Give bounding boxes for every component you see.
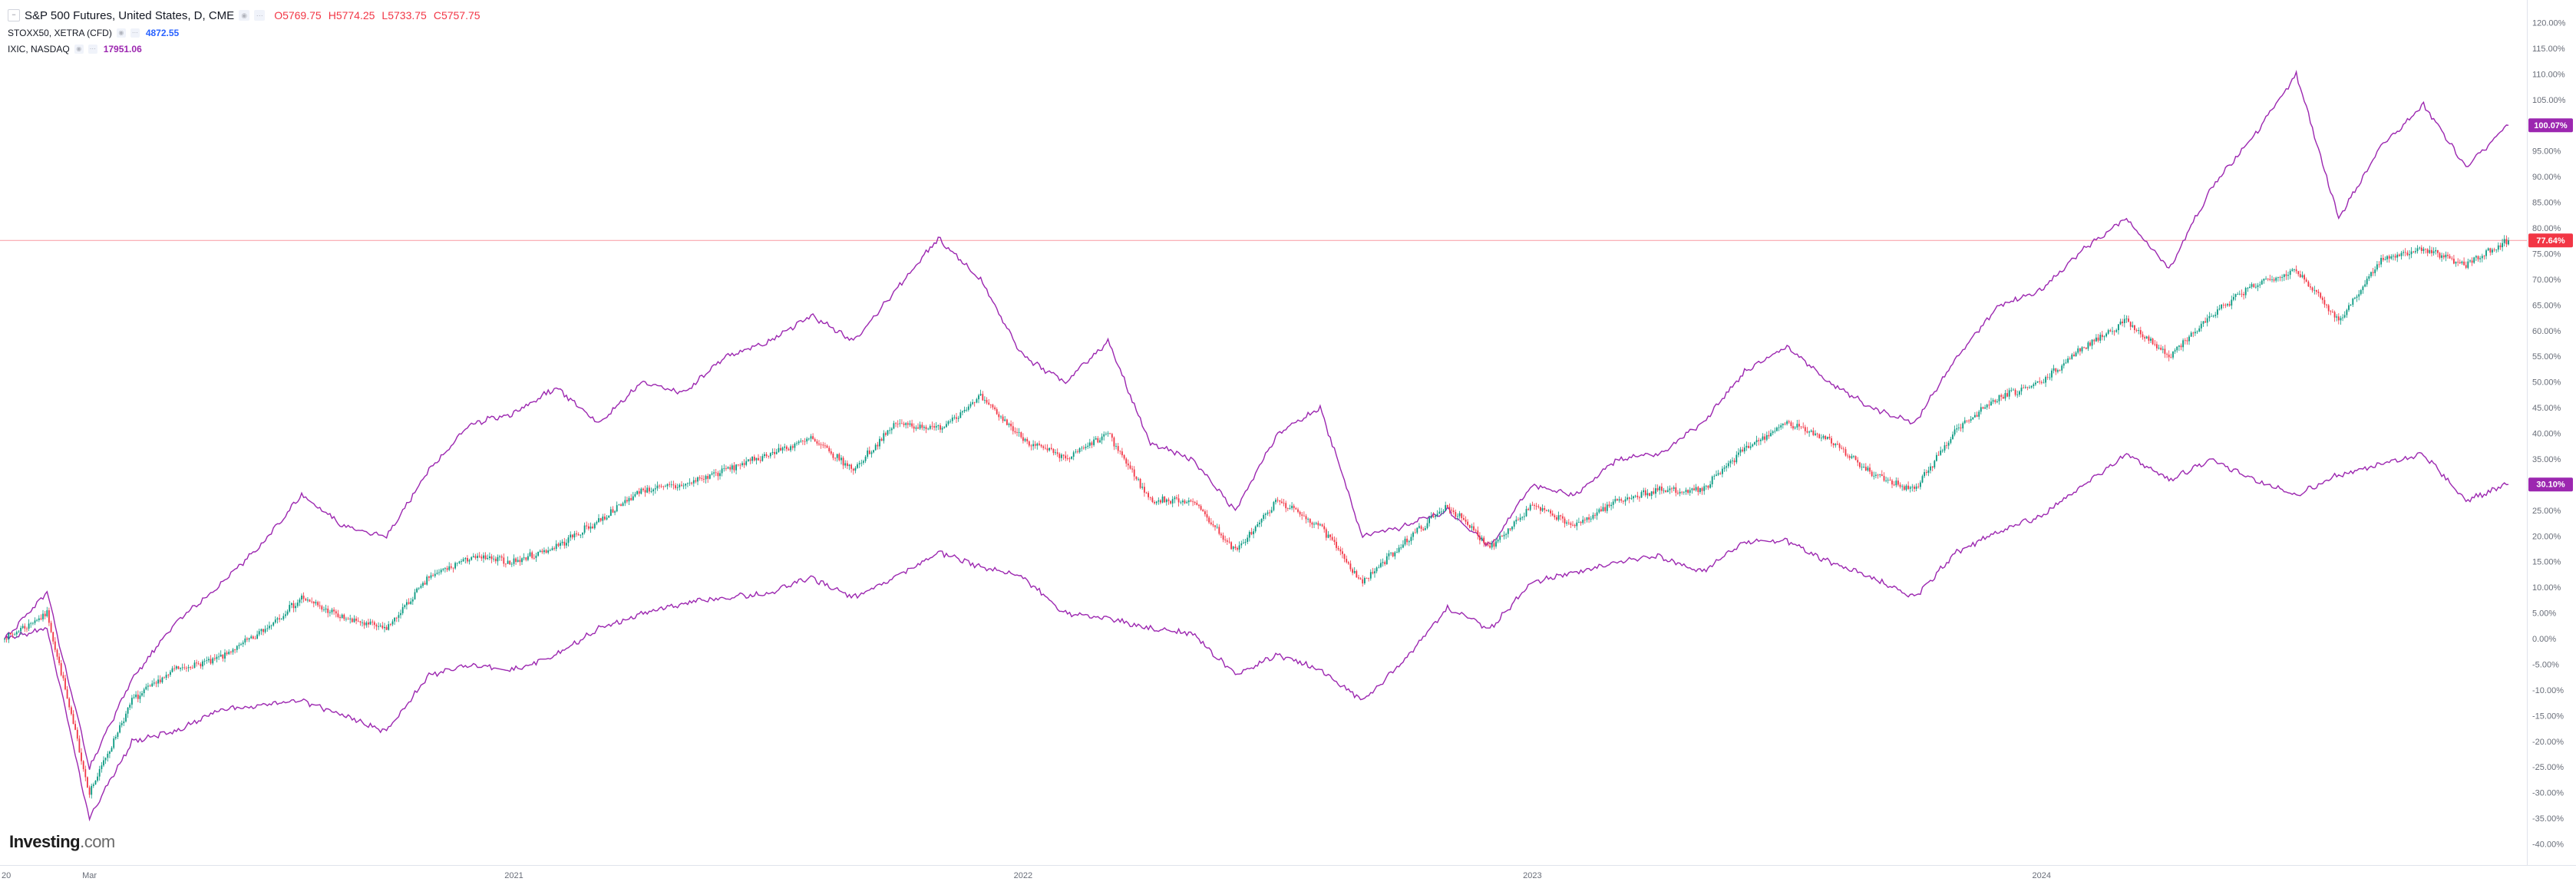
svg-text:45.00%: 45.00% xyxy=(2532,404,2561,413)
svg-text:10.00%: 10.00% xyxy=(2532,583,2561,593)
svg-text:-10.00%: -10.00% xyxy=(2532,686,2564,695)
svg-text:75.00%: 75.00% xyxy=(2532,249,2561,259)
svg-text:85.00%: 85.00% xyxy=(2532,199,2561,208)
svg-text:-15.00%: -15.00% xyxy=(2532,712,2564,721)
svg-text:115.00%: 115.00% xyxy=(2532,45,2565,54)
svg-text:55.00%: 55.00% xyxy=(2532,352,2561,362)
svg-text:95.00%: 95.00% xyxy=(2532,147,2561,157)
low-value: 5733.75 xyxy=(388,9,427,21)
svg-text:100.07%: 100.07% xyxy=(2534,121,2568,130)
close-label: C xyxy=(433,9,441,21)
svg-text:65.00%: 65.00% xyxy=(2532,301,2561,310)
time-axis[interactable]: 20 Mar 2021 2022 2023 2024 xyxy=(2,871,2051,880)
svg-text:20.00%: 20.00% xyxy=(2532,532,2561,541)
watermark-brand: Investing xyxy=(9,832,81,851)
svg-text:Mar: Mar xyxy=(82,871,97,880)
svg-text:90.00%: 90.00% xyxy=(2532,173,2561,182)
svg-text:80.00%: 80.00% xyxy=(2532,224,2561,233)
more-icon[interactable]: ⋯ xyxy=(88,44,97,54)
svg-text:35.00%: 35.00% xyxy=(2532,455,2561,464)
svg-text:2021: 2021 xyxy=(504,871,523,880)
eye-icon[interactable]: ◉ xyxy=(74,44,84,54)
svg-text:70.00%: 70.00% xyxy=(2532,276,2561,285)
overlay-row-stoxx50[interactable]: STOXX50, XETRA (CFD) ◉ ⋯ 4872.55 xyxy=(8,25,481,41)
price-badge: 100.07% xyxy=(2528,118,2573,133)
symbol-title[interactable]: S&P 500 Futures, United States, D, CME xyxy=(25,8,235,22)
overlay-name[interactable]: STOXX50, XETRA (CFD) xyxy=(8,27,112,38)
svg-text:25.00%: 25.00% xyxy=(2532,507,2561,516)
svg-text:120.00%: 120.00% xyxy=(2532,19,2566,28)
ohlc-values: O5769.75 H5774.25 L5733.75 C5757.75 xyxy=(274,9,480,21)
overlay-value: 4872.55 xyxy=(145,27,180,38)
svg-text:40.00%: 40.00% xyxy=(2532,430,2561,439)
low-label: L xyxy=(381,9,388,21)
high-label: H xyxy=(328,9,336,21)
candlestick-series xyxy=(4,235,2509,799)
price-badge: 30.10% xyxy=(2528,477,2573,492)
high-value: 5774.25 xyxy=(335,9,375,21)
svg-text:2022: 2022 xyxy=(1014,871,1032,880)
eye-icon[interactable]: ◉ xyxy=(239,10,250,21)
overlay-line xyxy=(4,451,2509,822)
svg-text:5.00%: 5.00% xyxy=(2532,609,2556,619)
open-value: 5769.75 xyxy=(282,9,322,21)
more-icon[interactable]: ⋯ xyxy=(130,28,140,38)
open-label: O xyxy=(274,9,283,21)
overlay-line xyxy=(4,69,2509,770)
overlay-value: 17951.06 xyxy=(103,43,142,54)
investing-watermark: Investing.com xyxy=(9,832,115,852)
svg-text:110.00%: 110.00% xyxy=(2532,70,2565,79)
watermark-suffix: .com xyxy=(80,832,115,851)
svg-text:-25.00%: -25.00% xyxy=(2532,763,2564,772)
svg-text:-40.00%: -40.00% xyxy=(2532,840,2564,850)
overlay-row-ixic[interactable]: IXIC, NASDAQ ◉ ⋯ 17951.06 xyxy=(8,41,481,57)
svg-text:77.64%: 77.64% xyxy=(2536,236,2565,246)
svg-text:50.00%: 50.00% xyxy=(2532,378,2561,388)
legend-collapse-icon[interactable]: − xyxy=(8,9,20,21)
svg-text:-35.00%: -35.00% xyxy=(2532,814,2564,824)
symbol-legend: − S&P 500 Futures, United States, D, CME… xyxy=(8,6,481,57)
svg-text:30.10%: 30.10% xyxy=(2536,480,2565,490)
svg-text:0.00%: 0.00% xyxy=(2532,635,2556,644)
svg-text:105.00%: 105.00% xyxy=(2532,96,2566,105)
close-value: 5757.75 xyxy=(441,9,481,21)
svg-text:-20.00%: -20.00% xyxy=(2532,738,2564,747)
svg-text:60.00%: 60.00% xyxy=(2532,327,2561,336)
more-icon[interactable]: ⋯ xyxy=(254,10,266,21)
svg-text:-5.00%: -5.00% xyxy=(2532,660,2559,669)
price-badge: 77.64% xyxy=(2528,233,2573,248)
svg-text:2023: 2023 xyxy=(1523,871,1541,880)
svg-text:2024: 2024 xyxy=(2033,871,2051,880)
main-series-row[interactable]: − S&P 500 Futures, United States, D, CME… xyxy=(8,6,481,25)
eye-icon[interactable]: ◉ xyxy=(116,28,126,38)
svg-text:15.00%: 15.00% xyxy=(2532,558,2561,567)
svg-text:-30.00%: -30.00% xyxy=(2532,789,2564,798)
overlay-name[interactable]: IXIC, NASDAQ xyxy=(8,43,70,54)
svg-text:20: 20 xyxy=(2,871,11,880)
